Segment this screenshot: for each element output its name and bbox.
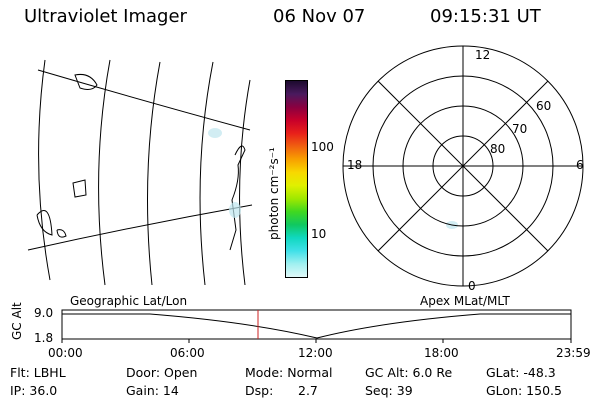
x-tick-0: 00:00: [48, 346, 83, 360]
polar-label-12: 12: [475, 48, 491, 62]
info-mode: Mode: Normal: [245, 365, 333, 380]
info-glat: GLat: -48.3: [486, 365, 556, 380]
time-label: 09:15:31 UT: [430, 6, 541, 27]
polar-ring-80: 80: [490, 142, 506, 156]
date-label: 06 Nov 07: [273, 6, 366, 27]
timeline-right-title: Apex MLat/MLT: [420, 294, 510, 308]
colorbar: [285, 80, 308, 278]
timeline-y-bottom: 1.8: [34, 331, 54, 345]
timeline-y-top: 9.0: [34, 306, 54, 320]
polar-label-18: 18: [347, 158, 363, 172]
timeline-left-title: Geographic Lat/Lon: [70, 294, 188, 308]
colorbar-tick-100: 100: [311, 140, 334, 154]
info-flt: Flt: LBHL: [10, 365, 66, 380]
info-dsp-value: 2.7: [298, 383, 318, 398]
x-tick-2: 12:00: [298, 346, 333, 360]
polar-label-0: 0: [468, 279, 476, 293]
x-tick-4: 23:59: [556, 346, 591, 360]
polar-ring-60: 60: [536, 99, 552, 113]
app-title: Ultraviolet Imager: [24, 6, 187, 27]
x-tick-1: 06:00: [170, 346, 205, 360]
x-tick-3: 18:00: [424, 346, 459, 360]
colorbar-tick-10: 10: [311, 227, 327, 241]
polar-label-6: 6: [576, 158, 584, 172]
info-ip: IP: 36.0: [10, 383, 58, 398]
info-glon: GLon: 150.5: [486, 383, 562, 398]
info-gcalt: GC Alt: 6.0 Re: [365, 365, 453, 380]
info-seq: Seq: 39: [365, 383, 413, 398]
info-gain: Gain: 14: [126, 383, 179, 398]
info-dsp-label: Dsp:: [245, 383, 274, 398]
info-door: Door: Open: [126, 365, 198, 380]
polar-ring-70: 70: [512, 122, 528, 136]
